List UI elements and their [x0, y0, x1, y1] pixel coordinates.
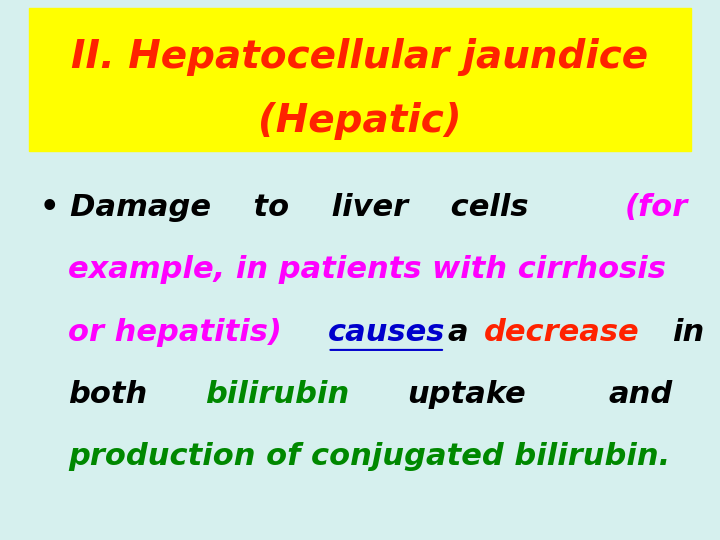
Text: decrease: decrease	[484, 318, 639, 347]
Text: (for: (for	[624, 193, 688, 222]
Text: (Hepatic): (Hepatic)	[258, 103, 462, 140]
Text: in: in	[672, 318, 704, 347]
Text: example, in patients with cirrhosis: example, in patients with cirrhosis	[68, 255, 666, 285]
FancyBboxPatch shape	[29, 8, 691, 151]
Text: uptake: uptake	[407, 380, 526, 409]
Text: bilirubin: bilirubin	[205, 380, 349, 409]
Text: and: and	[608, 380, 672, 409]
Text: a: a	[448, 318, 479, 347]
Text: production of conjugated bilirubin.: production of conjugated bilirubin.	[68, 442, 670, 471]
Text: both: both	[68, 380, 148, 409]
Text: II. Hepatocellular jaundice: II. Hepatocellular jaundice	[71, 38, 649, 76]
Text: or hepatitis): or hepatitis)	[68, 318, 293, 347]
Text: causes: causes	[328, 318, 445, 347]
Text: • Damage    to    liver    cells: • Damage to liver cells	[40, 193, 539, 222]
